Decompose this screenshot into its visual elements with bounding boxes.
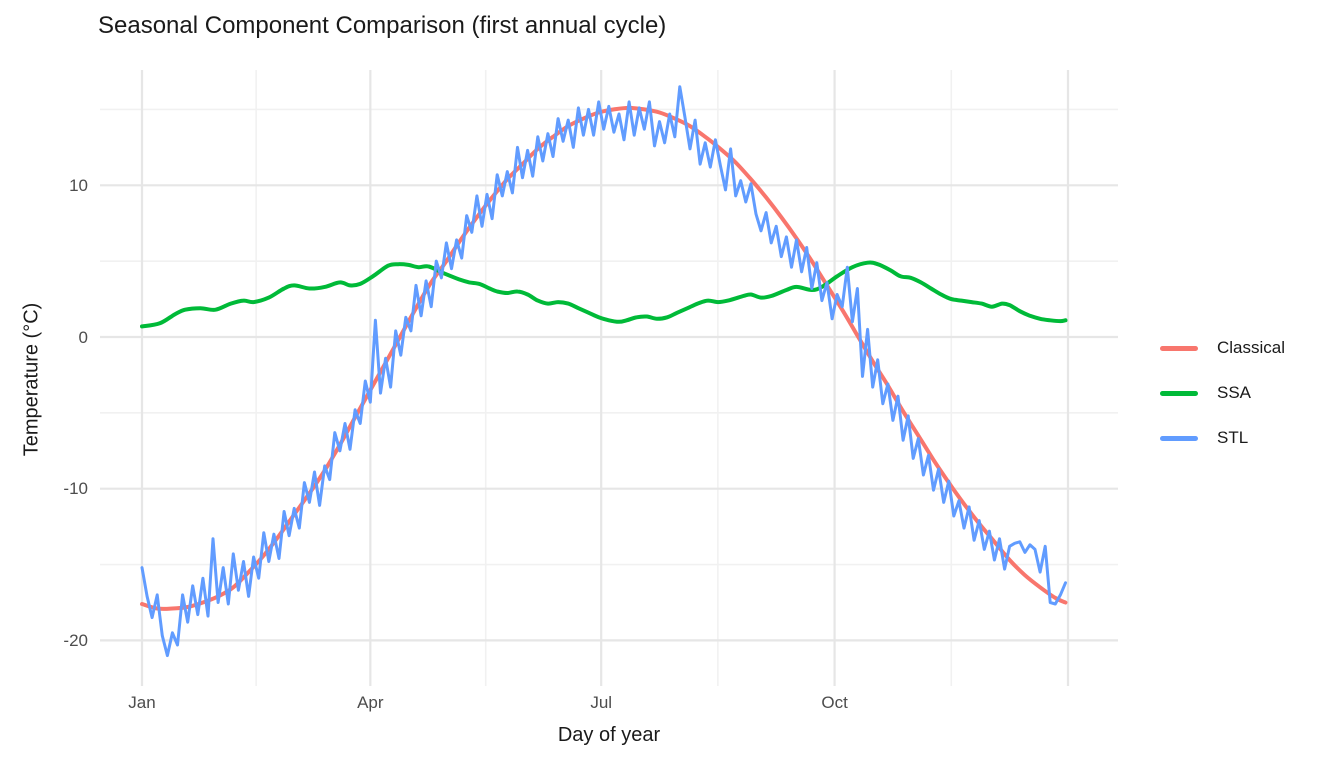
- y-tick-label: 0: [78, 327, 88, 347]
- series-line-stl: [140, 85, 1067, 658]
- y-tick-label: -20: [63, 630, 88, 650]
- legend-label-ssa: SSA: [1217, 383, 1252, 402]
- y-tick-label: -10: [63, 479, 88, 499]
- legend-item-ssa: SSA: [1160, 381, 1251, 405]
- x-tick-label: Apr: [357, 693, 384, 712]
- x-tick-label: Jul: [590, 693, 613, 712]
- series-lines: [140, 85, 1068, 658]
- y-axis-title: Temperature (°C): [20, 302, 43, 457]
- legend-label-classical: Classical: [1217, 338, 1286, 357]
- classical-line-swatch: [1160, 345, 1198, 351]
- y-tick-label: 10: [69, 175, 88, 195]
- x-axis-title: Day of year: [557, 724, 661, 746]
- legend-label-stl: STL: [1217, 428, 1249, 447]
- legend-item-classical: Classical: [1160, 336, 1285, 360]
- legend-item-stl: STL: [1160, 426, 1248, 450]
- minor-gridlines: [100, 70, 1118, 686]
- series-line-ssa: [140, 260, 1068, 329]
- major-gridlines: [100, 70, 1118, 686]
- x-tick-label: Jan: [128, 693, 156, 712]
- x-tick-label: Oct: [821, 693, 848, 712]
- ssa-line-swatch: [1160, 390, 1198, 396]
- stl-line-swatch: [1160, 435, 1198, 441]
- chart-title: Seasonal Component Comparison (first ann…: [98, 12, 667, 39]
